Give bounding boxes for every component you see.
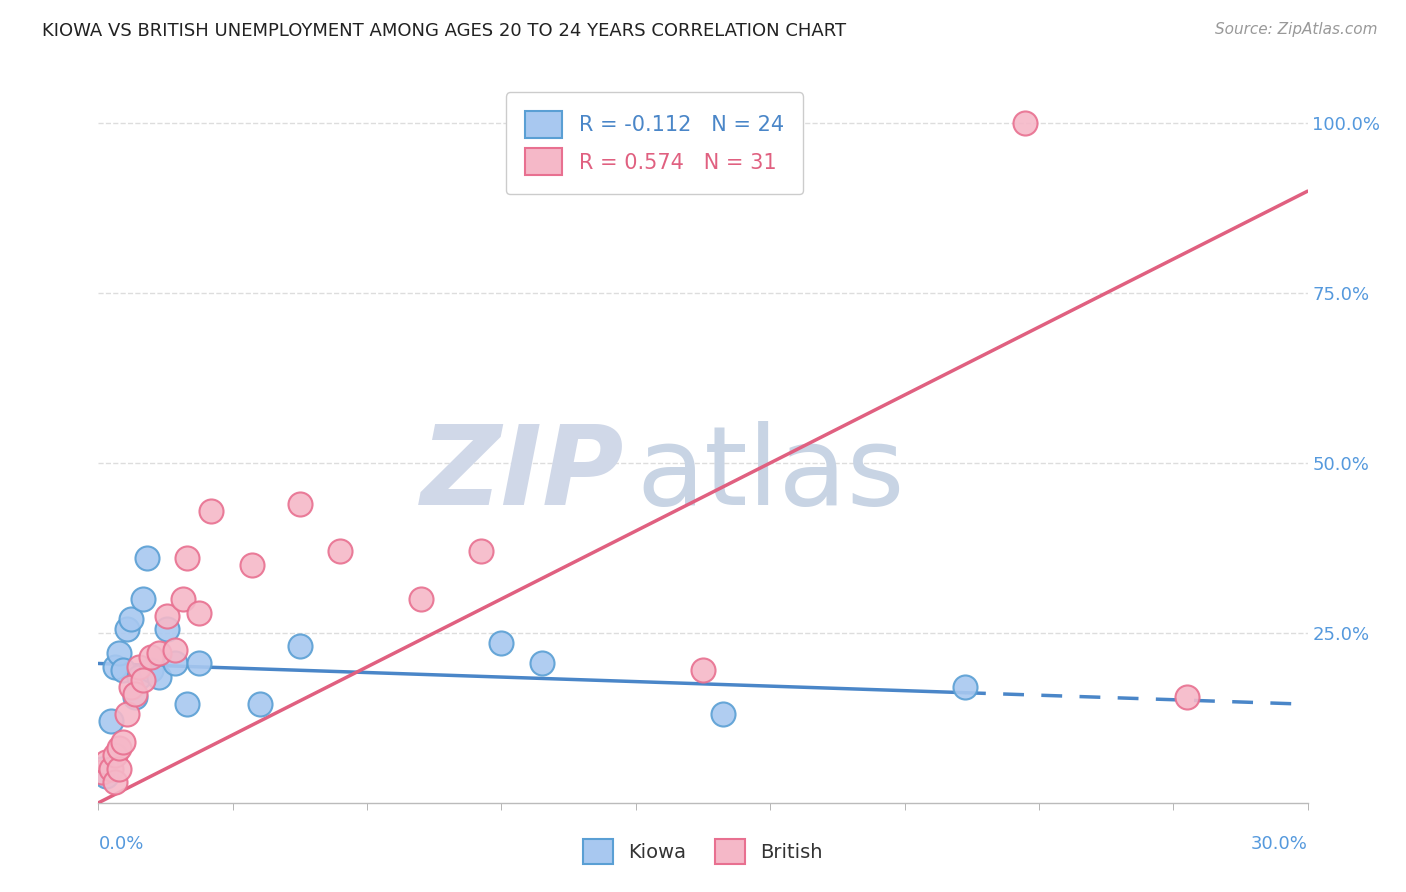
Point xyxy=(953,680,976,694)
Point xyxy=(107,646,129,660)
Text: ZIP: ZIP xyxy=(420,421,624,528)
Point xyxy=(176,698,198,712)
Point xyxy=(692,663,714,677)
Text: Source: ZipAtlas.com: Source: ZipAtlas.com xyxy=(1215,22,1378,37)
Point xyxy=(409,591,432,606)
Point xyxy=(188,657,211,671)
Point xyxy=(491,636,513,650)
Point xyxy=(163,657,186,671)
Point xyxy=(91,762,114,776)
Point xyxy=(188,606,211,620)
Point xyxy=(103,748,125,763)
Point xyxy=(124,687,146,701)
Point xyxy=(156,623,179,637)
Point xyxy=(176,551,198,566)
Point xyxy=(1014,116,1036,130)
Point xyxy=(240,558,263,572)
Point xyxy=(120,680,142,694)
Point xyxy=(288,497,311,511)
Point xyxy=(711,707,734,722)
Point xyxy=(132,591,155,606)
Point xyxy=(288,640,311,654)
Point xyxy=(249,698,271,712)
Point xyxy=(115,707,138,722)
Point xyxy=(163,643,186,657)
Point xyxy=(111,734,134,748)
Point xyxy=(107,762,129,776)
Point xyxy=(470,544,492,558)
Point xyxy=(200,503,222,517)
Point xyxy=(96,769,118,783)
Point xyxy=(156,608,179,623)
Point xyxy=(510,116,533,130)
Point xyxy=(120,612,142,626)
Point xyxy=(132,673,155,688)
Point xyxy=(530,657,553,671)
Point xyxy=(172,591,194,606)
Point xyxy=(96,755,118,769)
Point xyxy=(1175,690,1198,705)
Point xyxy=(107,741,129,756)
Point xyxy=(135,551,157,566)
Text: KIOWA VS BRITISH UNEMPLOYMENT AMONG AGES 20 TO 24 YEARS CORRELATION CHART: KIOWA VS BRITISH UNEMPLOYMENT AMONG AGES… xyxy=(42,22,846,40)
Point xyxy=(139,649,162,664)
Point xyxy=(329,544,352,558)
Legend: Kiowa, British: Kiowa, British xyxy=(575,831,831,871)
Point xyxy=(530,116,553,130)
Point xyxy=(128,660,150,674)
Point xyxy=(91,765,114,780)
Point xyxy=(111,663,134,677)
Point xyxy=(103,660,125,674)
Point xyxy=(115,623,138,637)
Point xyxy=(100,714,122,729)
Point xyxy=(128,670,150,684)
Point xyxy=(100,762,122,776)
Text: atlas: atlas xyxy=(637,421,905,528)
Point xyxy=(148,646,170,660)
Point xyxy=(103,775,125,789)
Text: 0.0%: 0.0% xyxy=(98,836,143,854)
Point xyxy=(124,690,146,705)
Text: 30.0%: 30.0% xyxy=(1251,836,1308,854)
Point xyxy=(139,663,162,677)
Point xyxy=(148,670,170,684)
